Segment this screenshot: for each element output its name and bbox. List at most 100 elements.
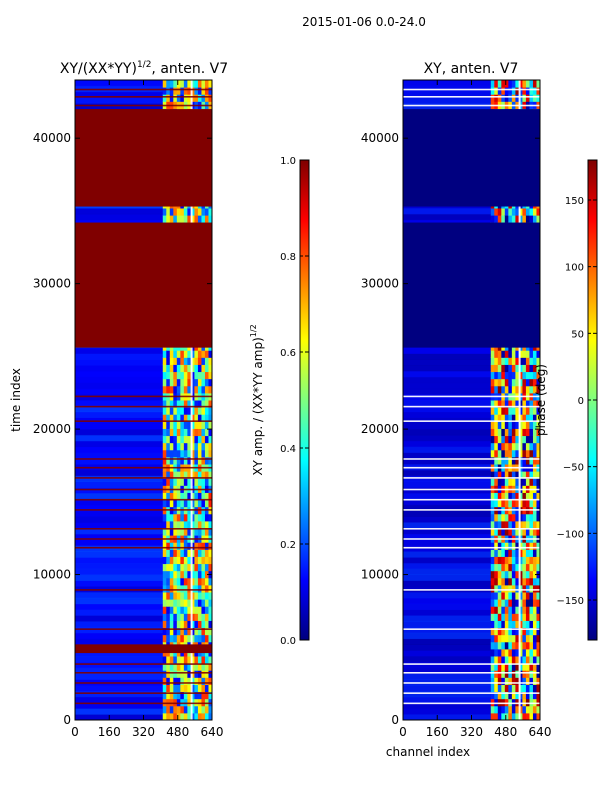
heatmap-cell xyxy=(201,478,206,486)
heatmap-cell xyxy=(497,542,502,550)
heatmap-cell xyxy=(532,456,537,465)
heatmap-cell xyxy=(508,471,513,479)
heatmap-cell xyxy=(518,677,523,685)
heatmap-cell xyxy=(525,684,530,693)
heatmap-cell xyxy=(166,584,171,593)
heatmap-cell xyxy=(180,698,185,707)
heatmap-cell xyxy=(183,563,188,572)
heatmap-cell xyxy=(204,456,209,465)
heatmap-cell xyxy=(180,712,185,720)
heatmap-cell xyxy=(169,620,174,629)
heatmap-row xyxy=(403,388,491,395)
heatmap-cell xyxy=(176,456,181,465)
heatmap-cell xyxy=(169,563,174,572)
heatmap-cell xyxy=(176,677,181,685)
heatmap-cell xyxy=(169,80,174,88)
heatmap-cell xyxy=(183,456,188,465)
heatmap-cell xyxy=(536,87,540,95)
heatmap-cell xyxy=(532,407,537,415)
heatmap-cell xyxy=(508,563,513,572)
x-tick-label: 640 xyxy=(201,725,224,739)
heatmap-cell xyxy=(194,705,199,714)
heatmap-row xyxy=(75,522,163,529)
heatmap-cell xyxy=(515,691,520,700)
heatmap-flag-line xyxy=(403,488,540,491)
heatmap-cell xyxy=(504,94,509,102)
heatmap-cell xyxy=(162,712,167,720)
heatmap-cell xyxy=(204,435,209,444)
heatmap-cell xyxy=(529,378,534,387)
heatmap-cell xyxy=(169,584,174,593)
heatmap-cell xyxy=(187,584,192,593)
heatmap-cell xyxy=(511,627,516,636)
heatmap-cell xyxy=(197,87,202,95)
heatmap-cell xyxy=(197,620,202,629)
heatmap-cell xyxy=(169,435,174,444)
heatmap-cell xyxy=(522,712,527,720)
heatmap-cell xyxy=(180,563,185,572)
heatmap-cell xyxy=(162,471,167,479)
heatmap-cell xyxy=(515,584,520,593)
heatmap-cell xyxy=(508,648,513,657)
heatmap-cell xyxy=(497,656,502,664)
heatmap-cell xyxy=(166,357,171,365)
heatmap-cell xyxy=(497,549,502,557)
heatmap-cell xyxy=(162,350,167,358)
heatmap-cell xyxy=(176,499,181,508)
heatmap-cell xyxy=(525,385,530,394)
heatmap-cell xyxy=(204,492,209,501)
heatmap-flag-line xyxy=(403,405,540,408)
heatmap-cell xyxy=(183,634,188,643)
heatmap-cell xyxy=(194,528,199,536)
heatmap-cell xyxy=(190,208,195,216)
heatmap-cell xyxy=(518,520,523,529)
heatmap-cell xyxy=(532,449,537,458)
heatmap-flag-line xyxy=(75,509,212,511)
heatmap-cell xyxy=(180,528,185,536)
heatmap-cell xyxy=(180,428,185,437)
heatmap-cell xyxy=(197,549,202,557)
heatmap-row xyxy=(75,452,163,459)
heatmap-cell xyxy=(208,656,212,664)
heatmap-cell xyxy=(166,80,171,88)
heatmap-cell xyxy=(208,542,212,550)
heatmap-cell xyxy=(201,442,206,451)
heatmap-cell xyxy=(194,400,199,408)
heatmap-cell xyxy=(494,705,499,714)
heatmap-cell xyxy=(180,357,185,365)
heatmap-cell xyxy=(176,442,181,451)
heatmap-cell xyxy=(522,620,527,629)
heatmap-cell xyxy=(208,371,212,380)
heatmap-cell xyxy=(204,528,209,536)
heatmap-cell xyxy=(197,705,202,714)
heatmap-cell xyxy=(169,549,174,557)
heatmap-cell xyxy=(525,712,530,720)
heatmap-cell xyxy=(525,414,530,422)
heatmap-cell xyxy=(536,556,540,565)
heatmap-cell xyxy=(511,456,516,465)
heatmap-cell xyxy=(187,577,192,586)
heatmap-cell xyxy=(208,492,212,501)
heatmap-cell xyxy=(169,684,174,693)
heatmap-cell xyxy=(508,456,513,465)
heatmap-cell xyxy=(169,208,174,216)
heatmap-row xyxy=(403,609,491,616)
x-tick-label: 640 xyxy=(529,725,552,739)
heatmap-flag-stripe xyxy=(190,80,193,720)
heatmap-cell xyxy=(197,449,202,458)
phase-colorbar-label: phase (deg) xyxy=(534,364,548,436)
heatmap-cell xyxy=(180,435,185,444)
heatmap-cell xyxy=(208,627,212,636)
heatmap-flag-line xyxy=(75,692,212,694)
heatmap-cell xyxy=(187,421,192,429)
heatmap-row xyxy=(75,557,163,564)
heatmap-cell xyxy=(176,492,181,501)
heatmap-row xyxy=(75,97,163,104)
heatmap-cell xyxy=(529,592,534,600)
heatmap-cell xyxy=(501,435,506,444)
heatmap-cell xyxy=(166,592,171,600)
heatmap-cell xyxy=(511,691,516,700)
heatmap-row xyxy=(403,661,491,669)
